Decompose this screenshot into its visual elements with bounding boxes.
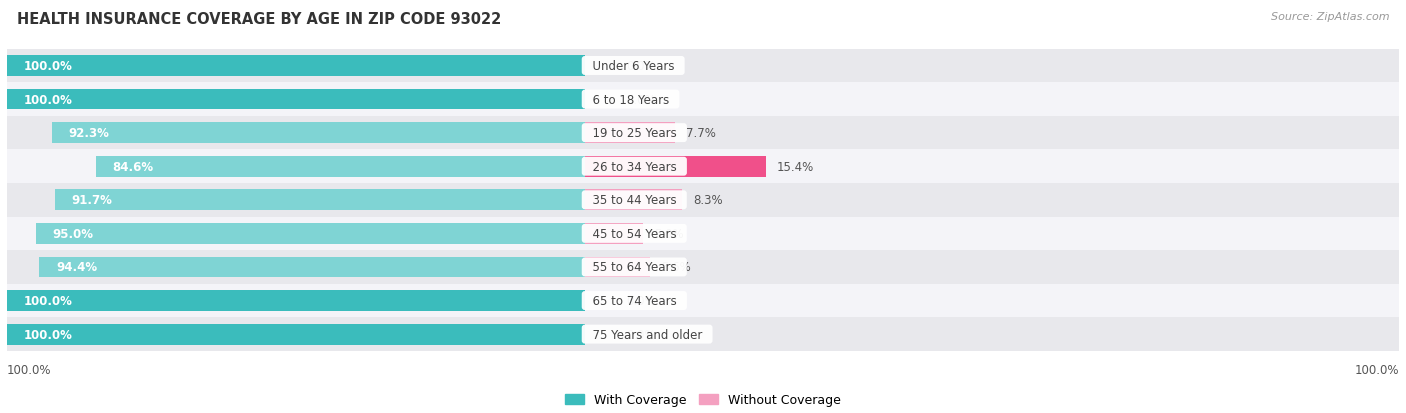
Bar [37, 223, 585, 244]
Text: 26 to 34 Years: 26 to 34 Years [585, 160, 683, 173]
Bar [39, 257, 585, 278]
Bar [7, 251, 1399, 284]
Text: 8.3%: 8.3% [693, 194, 723, 207]
Text: 92.3%: 92.3% [69, 127, 110, 140]
Bar [7, 284, 1399, 318]
Bar [7, 116, 1399, 150]
Text: 45 to 54 Years: 45 to 54 Years [585, 227, 683, 240]
Text: 19 to 25 Years: 19 to 25 Years [585, 127, 683, 140]
Bar [52, 123, 585, 144]
Bar [7, 217, 1399, 251]
Text: 5.0%: 5.0% [655, 227, 685, 240]
Text: 0.0%: 0.0% [627, 60, 657, 73]
Bar [7, 318, 1399, 351]
Bar [585, 123, 675, 144]
Bar [585, 223, 644, 244]
Text: 94.4%: 94.4% [56, 261, 97, 274]
Text: 100.0%: 100.0% [24, 328, 73, 341]
Text: 7.7%: 7.7% [686, 127, 716, 140]
Bar [7, 150, 1399, 183]
Text: 55 to 64 Years: 55 to 64 Years [585, 261, 683, 274]
Text: Source: ZipAtlas.com: Source: ZipAtlas.com [1271, 12, 1389, 22]
Bar [585, 157, 766, 177]
Bar [7, 83, 1399, 116]
Bar [7, 90, 585, 110]
Bar [7, 324, 585, 345]
Text: Under 6 Years: Under 6 Years [585, 60, 682, 73]
Text: 35 to 44 Years: 35 to 44 Years [585, 194, 683, 207]
Text: 91.7%: 91.7% [72, 194, 112, 207]
Text: 0.0%: 0.0% [627, 93, 657, 106]
Bar [7, 56, 585, 77]
Bar [585, 190, 682, 211]
Text: 100.0%: 100.0% [7, 363, 52, 376]
Bar [7, 290, 585, 311]
Text: 0.0%: 0.0% [627, 294, 657, 307]
Text: 75 Years and older: 75 Years and older [585, 328, 710, 341]
Bar [585, 257, 651, 278]
Text: 6 to 18 Years: 6 to 18 Years [585, 93, 676, 106]
Bar [7, 183, 1399, 217]
Text: 100.0%: 100.0% [24, 60, 73, 73]
Bar [7, 50, 1399, 83]
Text: 65 to 74 Years: 65 to 74 Years [585, 294, 683, 307]
Text: 5.6%: 5.6% [662, 261, 692, 274]
Text: 84.6%: 84.6% [112, 160, 153, 173]
Text: 100.0%: 100.0% [24, 93, 73, 106]
Legend: With Coverage, Without Coverage: With Coverage, Without Coverage [561, 388, 845, 411]
Text: 100.0%: 100.0% [1354, 363, 1399, 376]
Text: HEALTH INSURANCE COVERAGE BY AGE IN ZIP CODE 93022: HEALTH INSURANCE COVERAGE BY AGE IN ZIP … [17, 12, 501, 27]
Text: 0.0%: 0.0% [627, 328, 657, 341]
Text: 100.0%: 100.0% [24, 294, 73, 307]
Text: 15.4%: 15.4% [776, 160, 814, 173]
Bar [96, 157, 585, 177]
Text: 95.0%: 95.0% [52, 227, 94, 240]
Bar [55, 190, 585, 211]
